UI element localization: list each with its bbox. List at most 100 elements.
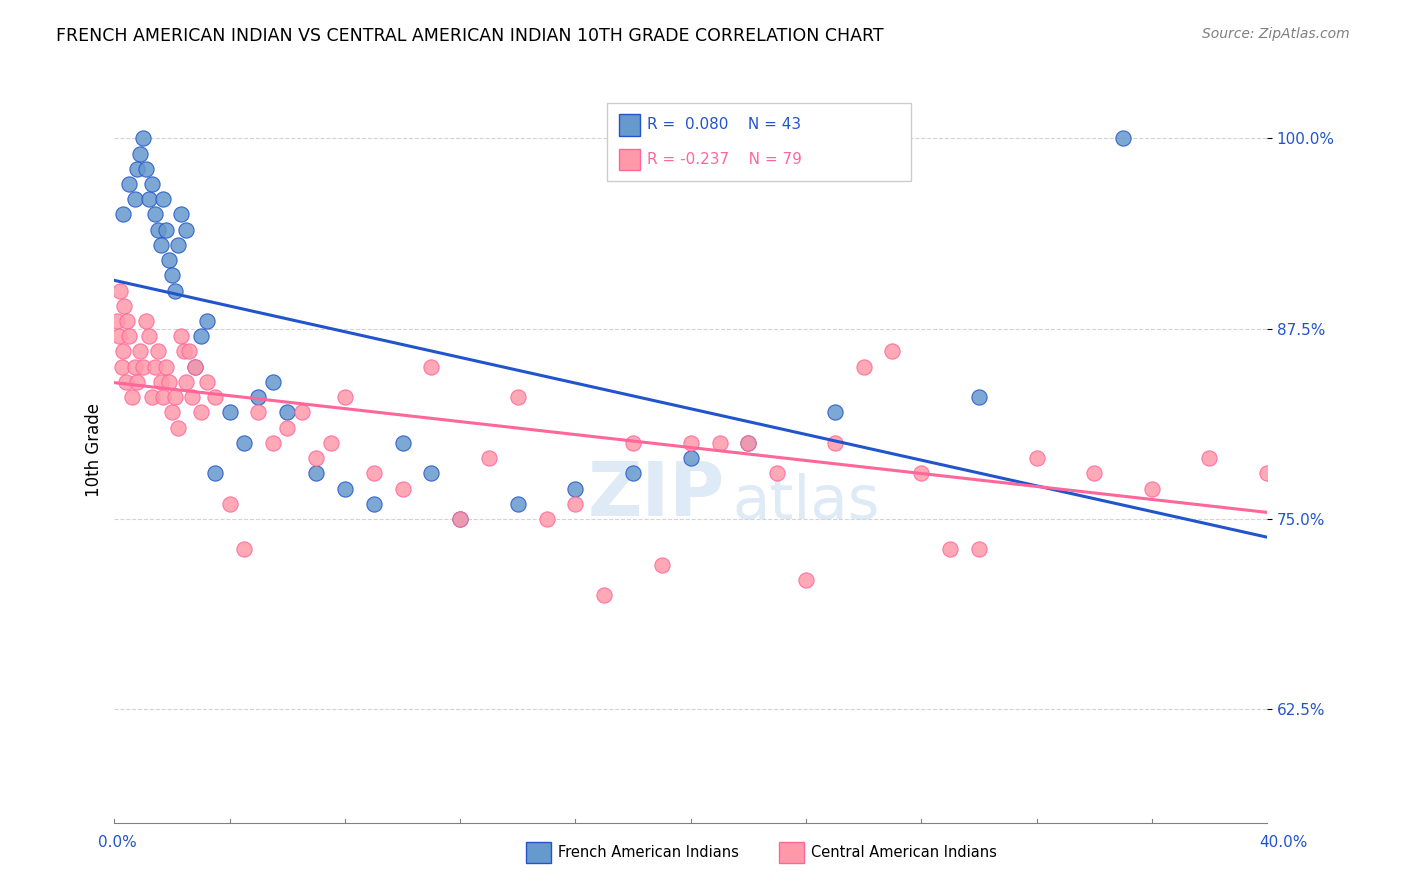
Point	[204, 390, 226, 404]
Point	[363, 467, 385, 481]
Point	[110, 359, 132, 374]
Point	[127, 161, 149, 176]
Point	[1140, 482, 1163, 496]
Point	[152, 192, 174, 206]
Point	[564, 482, 586, 496]
Point	[333, 390, 356, 404]
Point	[291, 405, 314, 419]
Point	[506, 497, 529, 511]
Point	[478, 451, 501, 466]
Point	[319, 435, 342, 450]
Point	[621, 467, 644, 481]
Point	[1112, 131, 1135, 145]
Point	[143, 207, 166, 221]
Point	[176, 375, 198, 389]
Text: Central American Indians: Central American Indians	[811, 846, 997, 860]
Point	[305, 451, 328, 466]
Point	[118, 177, 141, 191]
Text: FRENCH AMERICAN INDIAN VS CENTRAL AMERICAN INDIAN 10TH GRADE CORRELATION CHART: FRENCH AMERICAN INDIAN VS CENTRAL AMERIC…	[56, 27, 884, 45]
Point	[127, 375, 149, 389]
Point	[737, 435, 759, 450]
Point	[939, 542, 962, 557]
Point	[149, 238, 172, 252]
Point	[679, 451, 702, 466]
Point	[143, 359, 166, 374]
Point	[132, 359, 155, 374]
Point	[737, 435, 759, 450]
Point	[449, 512, 471, 526]
Point	[262, 435, 284, 450]
Text: R =  0.080    N = 43: R = 0.080 N = 43	[647, 118, 801, 132]
Text: 0.0%: 0.0%	[98, 836, 138, 850]
Point	[181, 390, 204, 404]
Text: ZIP: ZIP	[588, 458, 724, 532]
Point	[160, 405, 183, 419]
Point	[179, 344, 201, 359]
Point	[1198, 451, 1220, 466]
Point	[112, 207, 135, 221]
Point	[141, 177, 163, 191]
Point	[129, 344, 152, 359]
Point	[173, 344, 195, 359]
Point	[333, 482, 356, 496]
Point	[176, 223, 198, 237]
Point	[247, 405, 270, 419]
Point	[163, 390, 186, 404]
Point	[152, 390, 174, 404]
Point	[247, 390, 270, 404]
Point	[170, 207, 193, 221]
Point	[184, 359, 207, 374]
Point	[195, 375, 218, 389]
Point	[166, 238, 188, 252]
Point	[506, 390, 529, 404]
Point	[146, 223, 169, 237]
Point	[166, 420, 188, 434]
Point	[1299, 512, 1322, 526]
Point	[124, 192, 146, 206]
Point	[190, 405, 212, 419]
Text: R = -0.237    N = 79: R = -0.237 N = 79	[647, 153, 801, 167]
Point	[536, 512, 558, 526]
Point	[391, 435, 413, 450]
Point	[157, 253, 180, 268]
Point	[1025, 451, 1047, 466]
Point	[112, 344, 135, 359]
Point	[115, 375, 138, 389]
Text: Source: ZipAtlas.com: Source: ZipAtlas.com	[1202, 27, 1350, 41]
Point	[391, 482, 413, 496]
Point	[794, 573, 817, 587]
Point	[163, 284, 186, 298]
Point	[108, 284, 131, 298]
Point	[420, 359, 443, 374]
Text: 40.0%: 40.0%	[1260, 836, 1308, 850]
Point	[124, 359, 146, 374]
Point	[593, 588, 616, 602]
Point	[155, 223, 177, 237]
Point	[910, 467, 932, 481]
Text: atlas: atlas	[733, 473, 880, 533]
Point	[766, 467, 789, 481]
Point	[1371, 497, 1393, 511]
Point	[141, 390, 163, 404]
Point	[967, 390, 990, 404]
Point	[1357, 482, 1379, 496]
Point	[218, 497, 240, 511]
Point	[1256, 467, 1278, 481]
Point	[1270, 482, 1292, 496]
Point	[160, 268, 183, 283]
Point	[218, 405, 240, 419]
Point	[157, 375, 180, 389]
Point	[118, 329, 141, 343]
Y-axis label: 10th Grade: 10th Grade	[86, 403, 103, 498]
Point	[651, 558, 673, 572]
Point	[138, 192, 160, 206]
Point	[204, 467, 226, 481]
Point	[449, 512, 471, 526]
Point	[1343, 512, 1365, 526]
Point	[105, 314, 128, 328]
Point	[121, 390, 143, 404]
Point	[190, 329, 212, 343]
Point	[132, 131, 155, 145]
Point	[967, 542, 990, 557]
Point	[1083, 467, 1105, 481]
